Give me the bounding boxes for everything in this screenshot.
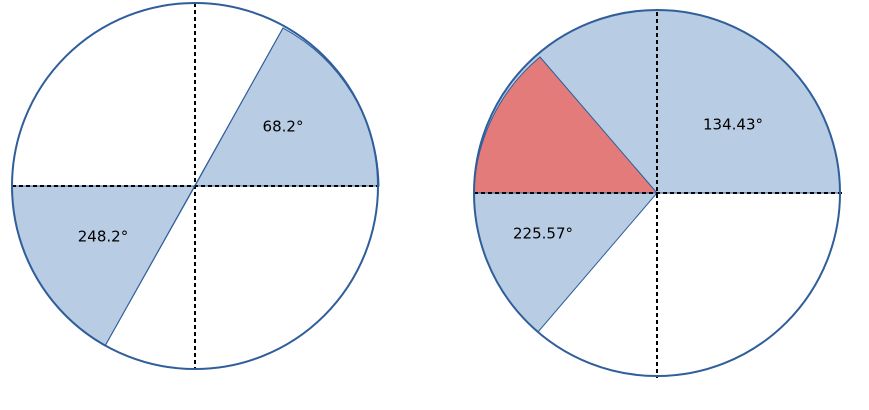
circle-outline (11, 2, 379, 370)
angle-label: 248.2° (78, 228, 128, 246)
sector (473, 192, 659, 333)
angle-label: 134.43° (703, 116, 763, 134)
sector (11, 185, 196, 347)
angle-label: 225.57° (513, 225, 573, 243)
sector (194, 27, 380, 187)
left-circle: 68.2° 248.2° (11, 2, 380, 370)
circle-outline (473, 9, 841, 377)
diameter (104, 27, 284, 347)
right-circle: 134.43° 225.57° (473, 9, 842, 378)
angle-label: 68.2° (263, 118, 304, 136)
